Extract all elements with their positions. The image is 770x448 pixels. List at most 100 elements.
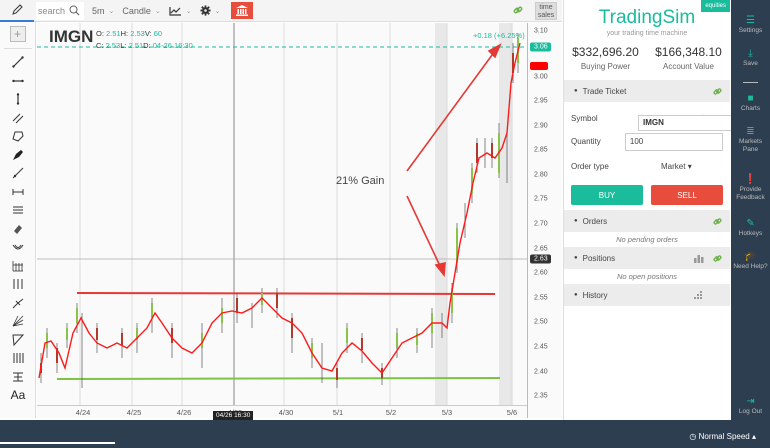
eraser-tool[interactable] bbox=[0, 220, 36, 239]
x-label: 5/3 bbox=[441, 408, 453, 417]
footer-bar: ◷ Normal Speed ▴ bbox=[0, 420, 770, 448]
order-type-label: Order type bbox=[571, 161, 609, 171]
y-label: 2.90 bbox=[534, 122, 548, 130]
brush-icon bbox=[13, 149, 23, 160]
progress-bar[interactable] bbox=[0, 442, 115, 444]
fib-timezone-tool[interactable] bbox=[0, 257, 36, 276]
vertical-line-tool[interactable] bbox=[0, 90, 36, 109]
nav-hotkeys[interactable]: ✎ Hotkeys bbox=[731, 218, 770, 238]
speed-selector[interactable]: ◷ Normal Speed ▴ bbox=[689, 432, 756, 441]
x-label: 5/1 bbox=[332, 408, 344, 417]
chevron-down-icon: ⌄ bbox=[108, 7, 115, 15]
polygon-tool[interactable] bbox=[0, 127, 36, 146]
pitchfork-tool[interactable] bbox=[0, 294, 36, 313]
parallel-channel-tool[interactable] bbox=[0, 109, 36, 128]
history-header[interactable]: ● History bbox=[564, 284, 730, 306]
time-axis[interactable]: 4/24 4/25 4/26 4/29 4/30 5/1 5/2 5/3 5/6… bbox=[37, 405, 527, 420]
nav-logout[interactable]: ⇥ Log Out bbox=[731, 396, 770, 416]
price-chart[interactable]: IMGN O: 2.51H: 2.53V: 60 C: 2.53L: 2.51D… bbox=[37, 23, 527, 405]
orders-header[interactable]: ● Orders bbox=[564, 210, 730, 232]
trend-line-tool[interactable] bbox=[0, 53, 36, 72]
graduation-cap-icon: 🎓 bbox=[744, 251, 757, 262]
settings-button[interactable]: ⌄ bbox=[200, 5, 221, 16]
horizontal-line-tool[interactable] bbox=[0, 72, 36, 91]
gann-fan-tool[interactable] bbox=[0, 312, 36, 331]
buy-button[interactable]: BUY bbox=[571, 185, 643, 205]
pitchfork-icon bbox=[12, 298, 24, 309]
collapse-icon: ● bbox=[574, 218, 578, 224]
symbol-search[interactable]: search bbox=[36, 1, 84, 20]
trade-ticket-header[interactable]: ● Trade Ticket bbox=[564, 80, 730, 102]
nav-feedback[interactable]: ❗ Provide Feedback bbox=[731, 174, 770, 202]
lines-tool[interactable] bbox=[0, 201, 36, 220]
grid-icon bbox=[12, 260, 23, 272]
draw-tool-button[interactable] bbox=[0, 0, 34, 22]
measure-tool[interactable] bbox=[0, 183, 36, 202]
y-label: 2.65 bbox=[534, 245, 548, 253]
nav-help[interactable]: 🎓 Need Help? bbox=[731, 251, 770, 271]
fib-retracement-tool[interactable] bbox=[0, 368, 36, 387]
equities-badge[interactable]: equities bbox=[701, 0, 730, 12]
buying-power: $332,696.20 Buying Power bbox=[572, 45, 639, 71]
y-label: 2.75 bbox=[534, 195, 548, 203]
vertical-bars-tool[interactable] bbox=[0, 275, 36, 294]
fan-icon bbox=[12, 315, 24, 327]
bar-chart-icon[interactable] bbox=[694, 254, 704, 263]
triangle-tool[interactable] bbox=[0, 331, 36, 350]
chart-canvas[interactable] bbox=[37, 23, 527, 405]
brand-logo: TradingSim bbox=[598, 7, 696, 28]
collapse-icon: ● bbox=[574, 292, 578, 298]
nav-save[interactable]: ⤓ Save bbox=[731, 48, 770, 68]
menu-icon: ☰ bbox=[746, 15, 755, 26]
chevron-down-icon: ⌄ bbox=[154, 7, 161, 15]
caret-up-icon: ▴ bbox=[751, 432, 756, 441]
quantity-input[interactable]: 100 bbox=[624, 132, 723, 151]
search-icon bbox=[69, 5, 80, 16]
text-icon: Aa bbox=[10, 388, 26, 403]
clock-icon: ◷ bbox=[689, 432, 697, 441]
ray-tool[interactable] bbox=[0, 164, 36, 183]
gear-icon bbox=[200, 5, 211, 16]
broker-button[interactable] bbox=[230, 2, 253, 19]
vertical-line-icon bbox=[16, 93, 20, 105]
price-axis[interactable]: 3.10 3.00 2.95 2.90 2.85 2.80 2.75 2.70 … bbox=[527, 23, 562, 418]
polygon-icon bbox=[12, 131, 24, 142]
x-label: 4/25 bbox=[126, 408, 142, 417]
link-icon[interactable] bbox=[513, 5, 523, 15]
horizontal-line-icon bbox=[12, 79, 24, 82]
nav-markets-pane[interactable]: ≣ Markets Pane bbox=[731, 126, 770, 154]
order-type-select[interactable]: Market ▾ bbox=[661, 161, 692, 171]
eraser-icon bbox=[14, 224, 22, 234]
list-icon: ≣ bbox=[746, 126, 755, 137]
link-icon[interactable] bbox=[713, 87, 722, 96]
y-label: 3.10 bbox=[534, 27, 548, 35]
nav-settings[interactable]: ☰ Settings bbox=[731, 15, 770, 35]
link-icon[interactable] bbox=[713, 254, 722, 263]
brush-tool[interactable] bbox=[0, 146, 36, 165]
search-input[interactable]: search bbox=[38, 5, 66, 16]
interval-select[interactable]: 5m ⌄ bbox=[92, 5, 115, 16]
sell-button[interactable]: SELL bbox=[651, 185, 723, 205]
text-tool[interactable]: Aa bbox=[0, 386, 36, 405]
positions-header[interactable]: ● Positions bbox=[564, 247, 730, 269]
crosshair-tool[interactable]: + bbox=[9, 26, 26, 42]
time-sales-button[interactable]: time sales bbox=[535, 2, 557, 20]
nav-charts[interactable]: ■ Charts bbox=[731, 93, 770, 113]
symbol-field[interactable]: IMGN bbox=[638, 114, 742, 131]
x-label: 4/26 bbox=[176, 408, 192, 417]
chart-type-select[interactable]: Candle ⌄ bbox=[122, 5, 161, 16]
cycle-lines-tool[interactable] bbox=[0, 349, 36, 368]
fib-arc-tool[interactable] bbox=[0, 238, 36, 257]
bank-icon bbox=[235, 5, 248, 16]
y-label: 2.45 bbox=[534, 343, 548, 351]
y-label: 2.60 bbox=[534, 269, 548, 277]
x-label: 5/2 bbox=[385, 408, 397, 417]
y-label: 2.80 bbox=[534, 171, 548, 179]
indicators-button[interactable]: ⌄ bbox=[169, 6, 192, 16]
ray-icon bbox=[12, 167, 24, 179]
link-icon[interactable] bbox=[713, 217, 722, 226]
gain-annotation[interactable]: 21% Gain bbox=[336, 175, 385, 187]
history-chart-icon[interactable] bbox=[694, 290, 704, 300]
crosshair-icon: + bbox=[13, 27, 21, 41]
